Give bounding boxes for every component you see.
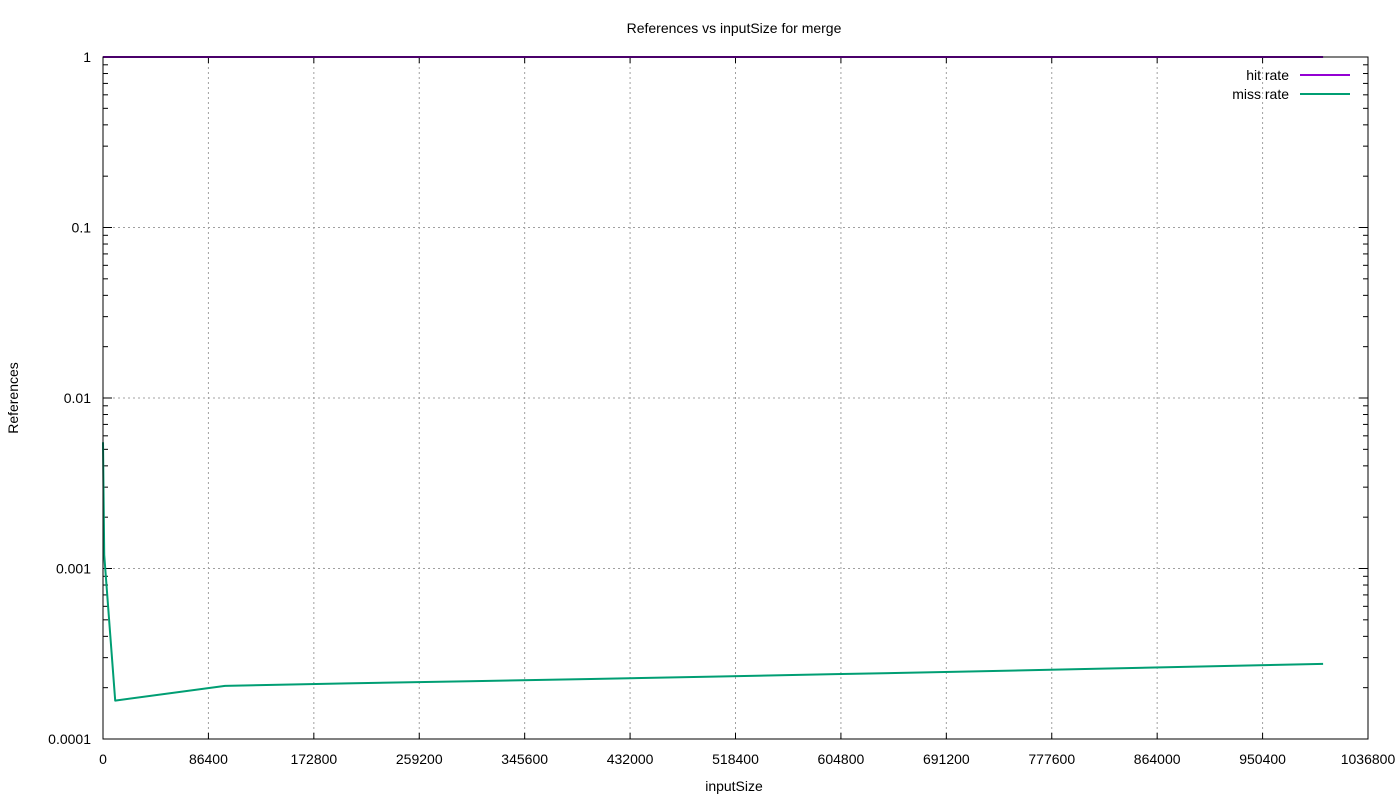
x-tick-label: 432000 (607, 751, 654, 767)
x-axis-label: inputSize (705, 778, 763, 794)
y-tick-label: 1 (83, 49, 91, 65)
y-tick-label: 0.001 (56, 561, 91, 577)
x-tick-label: 86400 (189, 751, 228, 767)
x-tick-label: 518400 (712, 751, 759, 767)
y-tick-label: 0.1 (72, 220, 92, 236)
x-tick-label: 1036800 (1341, 751, 1396, 767)
x-tick-label: 172800 (290, 751, 337, 767)
legend-label: hit rate (1246, 67, 1289, 83)
y-tick-label: 0.0001 (48, 731, 91, 747)
x-tick-label: 691200 (923, 751, 970, 767)
grid-lines (103, 57, 1368, 739)
x-tick-label: 604800 (818, 751, 865, 767)
y-axis-label: References (5, 362, 21, 434)
axis-ticks: 0 86400 172800 259200 345600 432000 518400 6048… (48, 49, 1395, 767)
x-tick-label: 259200 (396, 751, 443, 767)
plot-frame (102, 56, 1369, 740)
x-tick-label: 0 (99, 751, 107, 767)
chart-title: References vs inputSize for merge (627, 20, 842, 36)
plot-series (102, 56, 1324, 702)
series-line-miss-rate (102, 442, 1324, 702)
x-tick-label: 345600 (501, 751, 548, 767)
legend: hit rate miss rate (1232, 67, 1350, 102)
x-tick-label: 950400 (1239, 751, 1286, 767)
legend-label: miss rate (1232, 86, 1289, 102)
y-tick-label: 0.01 (64, 390, 91, 406)
x-tick-label: 864000 (1134, 751, 1181, 767)
x-tick-label: 777600 (1028, 751, 1075, 767)
